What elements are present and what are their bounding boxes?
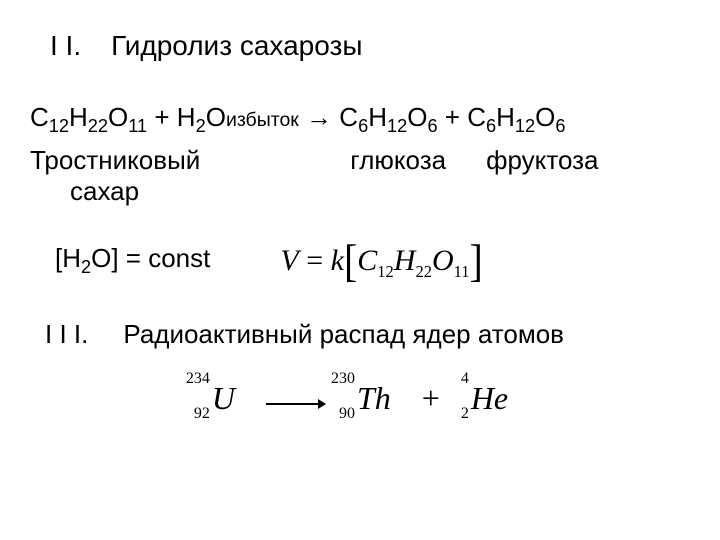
eq-h2o-h: H	[177, 102, 196, 132]
eq-p1-h: H	[368, 102, 387, 132]
rate-equals: =	[299, 244, 331, 277]
eq-p2-h-sub: 12	[515, 116, 535, 136]
eq-o1-sub: 11	[128, 116, 147, 136]
th-symbol: Th	[357, 380, 391, 416]
rate-c-sub: 12	[377, 262, 394, 281]
th-mass: 230	[329, 370, 355, 388]
rate-c: C	[357, 244, 377, 277]
th-atomic: 90	[329, 405, 355, 423]
he-mass: 4	[443, 370, 469, 388]
nuc-plus: +	[422, 380, 440, 417]
label-fructose: фруктоза	[486, 145, 598, 207]
eq-p1-c: C	[339, 102, 358, 132]
rate-o-sub: 11	[454, 262, 470, 281]
title-2: Радиоактивный распад ядер атомов	[123, 319, 564, 350]
label-sucrose: Тростниковый сахар	[30, 145, 200, 207]
rate-o: O	[432, 244, 454, 277]
eq-o1: O	[108, 102, 128, 132]
rate-equation: V = k[C12H22O11]	[280, 237, 482, 284]
bracket-close: ]	[470, 234, 483, 288]
nuc-arrow	[266, 380, 326, 417]
hydrolysis-equation: С12H22O11 + H2Oизбыток → C6H12O6 + C6H12…	[30, 102, 690, 137]
u-symbol: U	[212, 380, 235, 416]
rate-k: k	[331, 244, 344, 277]
title-1: Гидролиз сахарозы	[111, 30, 362, 62]
rate-v: V	[280, 244, 298, 277]
water-const: [H2O] = const	[55, 243, 210, 278]
eq-h1-sub: 22	[88, 116, 108, 136]
const-open: [H	[55, 243, 81, 273]
nuc-uranium: 234 92 U	[212, 380, 235, 417]
equation-labels: Тростниковый сахар глюкоза фруктоза	[30, 145, 690, 207]
eq-h1: H	[69, 102, 88, 132]
const-sub: 2	[81, 257, 91, 277]
he-atomic: 2	[443, 405, 469, 423]
eq-p2-h: H	[496, 102, 515, 132]
eq-c1-sub: 12	[49, 116, 69, 136]
nuclear-equation: 234 92 U 230 90 Th + 4 2 He	[30, 380, 690, 417]
eq-p1-o: O	[407, 102, 427, 132]
eq-h2o-o: O	[206, 102, 226, 132]
nuc-helium: 4 2 He	[471, 380, 508, 417]
eq-p2-o: O	[535, 102, 555, 132]
eq-p2-o-sub: 6	[555, 116, 565, 136]
eq-p2-c-sub: 6	[486, 116, 496, 136]
eq-plus1: +	[147, 102, 177, 132]
section-2-heading: I I I. Радиоактивный распад ядер атомов	[30, 319, 690, 350]
eq-p1-c-sub: 6	[358, 116, 368, 136]
section-1-heading: I I. Гидролиз сахарозы	[30, 30, 690, 62]
rate-h: H	[394, 244, 416, 277]
eq-plus2: +	[438, 102, 468, 132]
he-symbol: He	[471, 380, 508, 416]
roman-numeral-2: I I I.	[45, 319, 88, 350]
label-sucrose-line2: сахар	[70, 176, 200, 207]
eq-excess: избыток	[226, 109, 299, 131]
u-atomic: 92	[184, 405, 210, 423]
const-and-rate-row: [H2O] = const V = k[C12H22O11]	[55, 237, 690, 284]
label-sucrose-line1: Тростниковый	[30, 145, 200, 176]
eq-h2o-h-sub: 2	[196, 116, 206, 136]
eq-p1-o-sub: 6	[427, 116, 437, 136]
label-glucose: глюкоза	[350, 145, 446, 207]
u-mass: 234	[184, 370, 210, 388]
bracket-open: [	[344, 234, 357, 288]
eq-p1-h-sub: 12	[387, 116, 407, 136]
const-close: O] = const	[91, 243, 210, 273]
rate-h-sub: 22	[415, 262, 432, 281]
eq-p2-c: C	[467, 102, 486, 132]
eq-arrow: →	[299, 102, 339, 132]
roman-numeral-1: I I.	[50, 30, 81, 62]
eq-c1: С	[30, 102, 49, 132]
nuc-thorium: 230 90 Th	[357, 380, 391, 417]
